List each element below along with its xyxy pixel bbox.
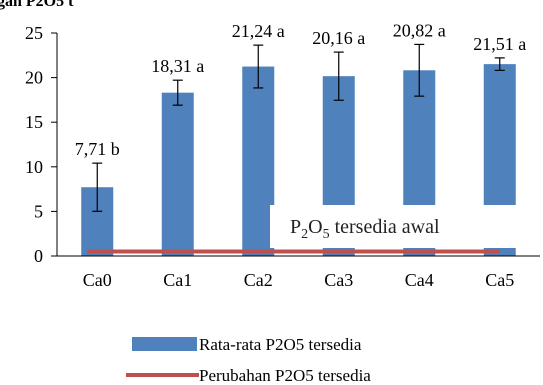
data-label: 20,82 a [393,20,446,40]
bar [161,92,194,256]
data-label: 20,16 a [312,28,365,48]
y-tick-label: 0 [34,246,43,266]
y-tick-label: 5 [34,201,43,221]
y-tick-label: 15 [25,112,43,132]
x-tick-label: Ca0 [83,270,112,290]
x-axis-labels: Ca0 Ca1 Ca2 Ca3 Ca4 Ca5 [83,270,515,290]
x-tick-label: Ca5 [485,270,514,290]
x-tick-label: Ca4 [405,270,434,290]
data-label: 21,51 a [473,34,526,54]
bar [242,66,275,256]
x-tick-label: Ca1 [163,270,192,290]
x-tick-label: Ca3 [324,270,353,290]
legend-bar-swatch [132,337,197,351]
x-tick-label: Ca2 [244,270,273,290]
corner-text: gan P2O5 t [0,0,74,10]
y-tick-label: 20 [25,68,43,88]
y-axis-ticks: 0 5 10 15 20 25 [25,23,57,266]
annotation-box [270,205,542,248]
y-tick-label: 10 [25,157,43,177]
data-label: 18,31 a [151,56,204,76]
legend: Rata-rata P2O5 tersedia Perubahan P2O5 t… [126,335,371,385]
y-tick-label: 25 [25,23,43,43]
data-label: 21,24 a [232,21,285,41]
legend-line-label: Perubahan P2O5 tersedia [199,366,371,385]
data-label: 7,71 b [75,139,120,159]
annotation-text: P2O5 tersedia awal [290,216,440,242]
legend-bar-label: Rata-rata P2O5 tersedia [199,335,362,354]
error-bars [92,43,505,212]
axes [56,33,540,257]
data-labels: 7,71 b 18,31 a 21,24 a 20,16 a 20,82 a 21,51 … [75,20,527,159]
